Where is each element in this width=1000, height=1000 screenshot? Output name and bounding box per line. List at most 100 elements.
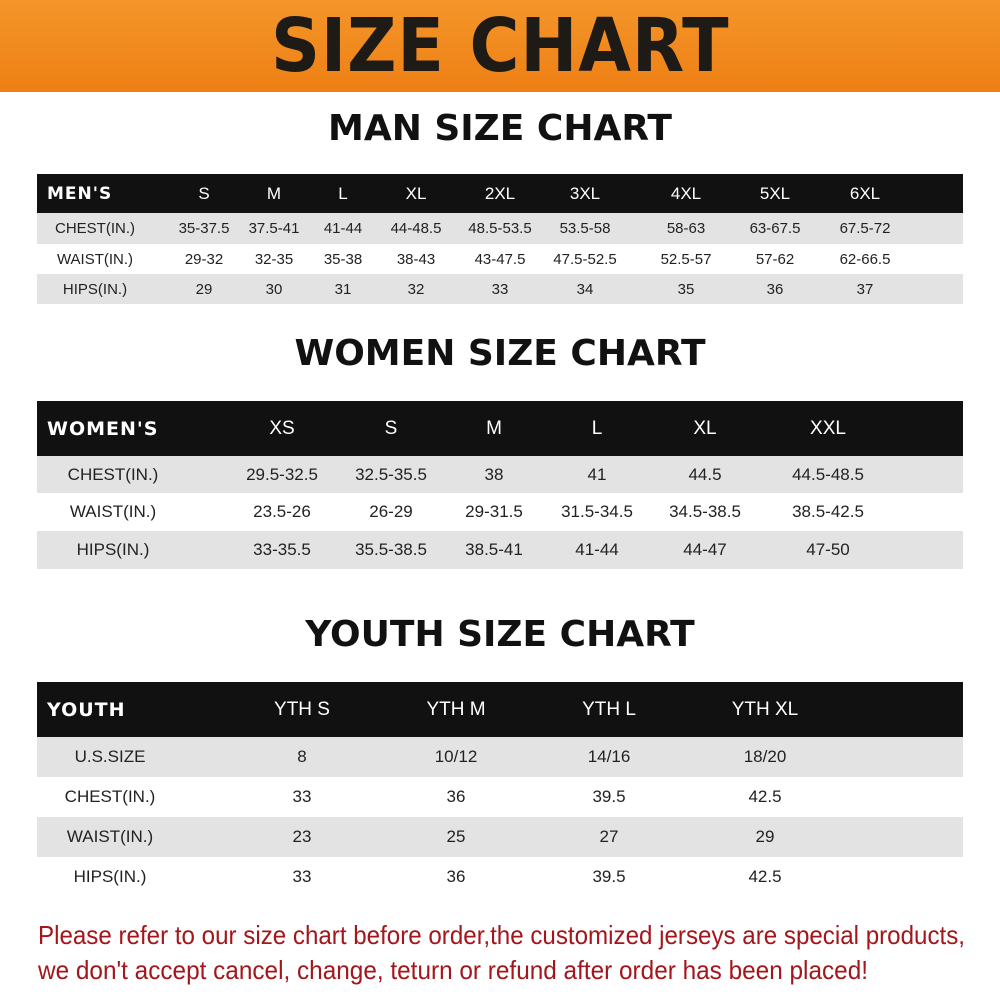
table-row: HIPS(IN.) 33 36 39.5 42.5	[37, 857, 963, 897]
header-row: WOMEN'S XS S M L XL XXL	[37, 401, 963, 456]
table-cell: 37.5-41	[248, 220, 300, 237]
table-cell: 63-67.5	[749, 220, 801, 237]
youth-section-title: YOUTH SIZE CHART	[305, 614, 695, 655]
table-cell: 47-50	[806, 540, 850, 559]
size-header-cell: M	[486, 417, 502, 439]
table-cell: 35.5-38.5	[355, 540, 427, 559]
table-cell: 38.5-41	[465, 540, 523, 559]
youth-size-table: YOUTH YTH S YTH M YTH L YTH XL U.S.SIZE 8 10/12…	[37, 682, 963, 897]
table-row: CHEST(IN.) 33 36 39.5 42.5	[37, 777, 963, 817]
row-label: CHEST(IN.)	[55, 220, 135, 237]
table-cell: 39.5	[592, 787, 626, 806]
table-row: CHEST(IN.) 35-37.5 37.5-41 41-44 44-48.5 48.5…	[37, 213, 963, 244]
size-header-cell: 5XL	[759, 183, 791, 203]
notice-line-1: Please refer to our size chart before or…	[38, 920, 965, 950]
size-header-cell: 3XL	[569, 183, 601, 203]
table-cell: 33-35.5	[253, 540, 311, 559]
table-cell: 35-38	[323, 250, 363, 268]
header-row: YOUTH YTH S YTH M YTH L YTH XL	[37, 682, 963, 737]
row-label: CHEST(IN.)	[64, 787, 156, 806]
table-cell: 41-44	[323, 220, 363, 237]
table-cell: 38.5-42.5	[792, 502, 864, 521]
table-cell: 33	[292, 787, 312, 806]
size-header-cell: YTH M	[426, 698, 486, 720]
table-cell: 47.5-52.5	[553, 250, 617, 268]
table-cell: 34	[576, 280, 594, 298]
table-cell: 32	[407, 280, 425, 298]
table-cell: 23.5-26	[253, 502, 311, 521]
women-size-table: WOMEN'S XS S M L XL XXL CHEST(IN.) 29.5-32.5 32.5…	[37, 401, 963, 569]
size-header-cell: YTH S	[274, 698, 330, 720]
table-cell: 42.5	[748, 867, 782, 886]
row-label: WAIST(IN.)	[66, 827, 154, 846]
table-cell: 67.5-72	[839, 220, 891, 237]
table-cell: 29	[755, 827, 775, 846]
table-cell: 33	[292, 867, 312, 886]
table-cell: 35	[677, 280, 695, 298]
table-cell: 8	[297, 747, 307, 766]
table-cell: 41	[587, 464, 607, 484]
table-cell: 29	[195, 280, 213, 298]
table-cell: 29.5-32.5	[246, 464, 318, 484]
size-header-cell: L	[338, 183, 348, 203]
row-label: WAIST(IN.)	[69, 502, 157, 521]
table-cell: 38-43	[396, 250, 436, 268]
table-row: U.S.SIZE 8 10/12 14/16 18/20	[37, 737, 963, 777]
size-header-cell: L	[591, 417, 603, 439]
size-header-cell: XXL	[810, 417, 846, 439]
table-row: HIPS(IN.) 33-35.5 35.5-38.5 38.5-41 41-44 44-…	[37, 531, 963, 569]
table-cell: 58-63	[666, 220, 706, 237]
size-header-cell: XL	[693, 417, 717, 439]
size-chart-banner: SIZE CHART	[0, 0, 1000, 92]
table-cell: 35-37.5	[178, 220, 230, 237]
table-cell: 18/20	[743, 747, 787, 766]
row-label: HIPS(IN.)	[62, 280, 128, 298]
table-cell: 43-47.5	[474, 250, 526, 268]
table-row: WAIST(IN.) 23.5-26 26-29 29-31.5 31.5-34.5 34…	[37, 493, 963, 531]
notice-line-2: we don't accept cancel, change, teturn o…	[38, 955, 868, 985]
men-section-title: MAN SIZE CHART	[328, 108, 672, 149]
row-label: HIPS(IN.)	[73, 867, 147, 886]
table-cell: 36	[446, 867, 466, 886]
table-cell: 31.5-34.5	[561, 502, 633, 521]
table-cell: 44-47	[683, 540, 727, 559]
table-cell: 42.5	[748, 787, 782, 806]
table-row: WAIST(IN.) 23 25 27 29	[37, 817, 963, 857]
table-cell: 38	[484, 464, 504, 484]
table-cell: 14/16	[587, 747, 631, 766]
size-header-cell: 2XL	[484, 183, 516, 203]
table-cell: 39.5	[592, 867, 626, 886]
size-header-cell: YTH XL	[731, 698, 799, 720]
table-title-cell: YOUTH	[47, 698, 126, 721]
row-label: WAIST(IN.)	[56, 250, 134, 268]
table-cell: 33	[491, 280, 509, 298]
size-header-cell: M	[266, 183, 282, 203]
table-row: CHEST(IN.) 29.5-32.5 32.5-35.5 38 41 44.5 44.5…	[37, 456, 963, 493]
table-cell: 44-48.5	[390, 220, 442, 237]
header-row: MEN'S S M L XL 2XL 3XL 4XL 5XL 6XL	[37, 174, 963, 213]
size-header-cell: 4XL	[670, 183, 702, 203]
table-cell: 57-62	[755, 250, 795, 268]
table-cell: 27	[599, 827, 619, 846]
table-cell: 23	[292, 827, 312, 846]
table-cell: 36	[766, 280, 784, 298]
table-row: HIPS(IN.) 29 30 31 32 33 34 35 36 37	[37, 274, 963, 304]
table-row: WAIST(IN.) 29-32 32-35 35-38 38-43 43-47.5 47.…	[37, 244, 963, 274]
table-cell: 30	[265, 280, 283, 298]
table-cell: 32-35	[254, 250, 294, 268]
table-cell: 29-31.5	[465, 502, 523, 521]
men-size-table: MEN'S S M L XL 2XL 3XL 4XL 5XL 6XL CHEST(IN.) 35-37…	[37, 174, 963, 304]
table-title-cell: WOMEN'S	[47, 417, 159, 440]
table-cell: 36	[446, 787, 466, 806]
table-cell: 53.5-58	[559, 220, 611, 237]
size-header-cell: S	[198, 183, 210, 203]
size-header-cell: XL	[405, 183, 427, 203]
table-cell: 52.5-57	[660, 250, 712, 268]
table-title-cell: MEN'S	[47, 183, 113, 204]
table-cell: 26-29	[369, 502, 413, 521]
table-cell: 31	[334, 280, 352, 298]
row-label: HIPS(IN.)	[76, 540, 150, 559]
table-cell: 41-44	[575, 540, 619, 559]
row-label: CHEST(IN.)	[67, 464, 159, 484]
size-header-cell: XS	[269, 417, 295, 439]
